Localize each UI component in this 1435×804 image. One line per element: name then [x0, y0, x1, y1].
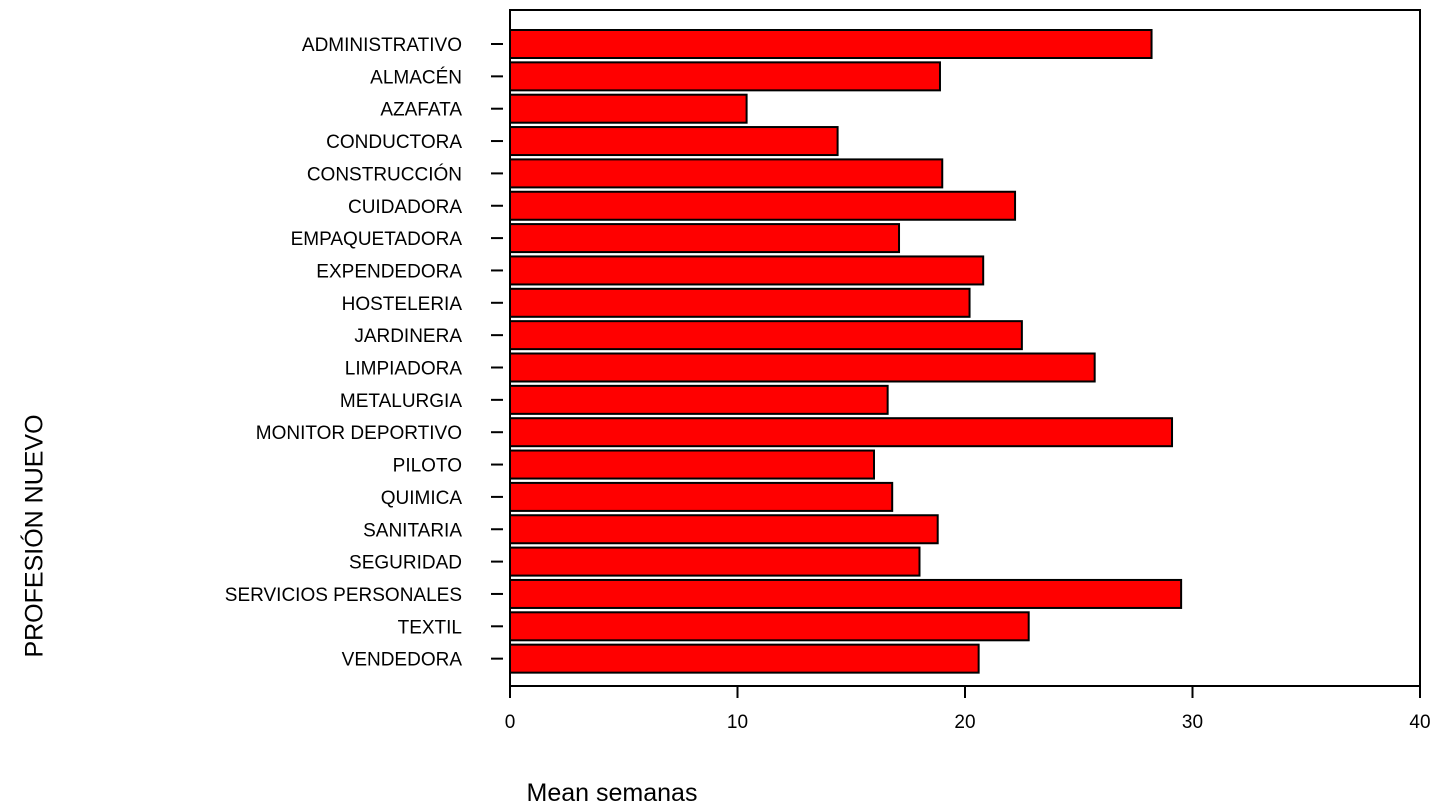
x-tick-label: 20 — [954, 712, 975, 733]
bar-3 — [509, 126, 839, 157]
category-ticks-group — [491, 43, 503, 660]
category-labels-group: ADMINISTRATIVO ALMACÉN AZAFATA CONDUCTORA CO… — [225, 35, 463, 671]
category-label: JARDINERA — [354, 326, 462, 347]
category-label: HOSTELERIA — [342, 294, 463, 315]
bar-4 — [509, 158, 944, 189]
bar-1 — [509, 61, 941, 92]
category-label: EMPAQUETADORA — [291, 229, 463, 250]
category-label: SEGURIDAD — [349, 553, 462, 574]
category-label: SANITARIA — [363, 520, 462, 541]
bar-12 — [509, 417, 1174, 448]
bar-8 — [509, 287, 971, 318]
x-tick-label: 40 — [1409, 712, 1430, 733]
category-label: MONITOR DEPORTIVO — [256, 423, 462, 444]
x-tick-label: 0 — [505, 712, 516, 733]
category-label: ALMACÉN — [370, 67, 462, 88]
bar-17 — [509, 578, 1183, 609]
bar-9 — [509, 320, 1023, 351]
category-label: LIMPIADORA — [345, 359, 463, 380]
bar-6 — [509, 223, 901, 254]
category-label: SERVICIOS PERSONALES — [225, 585, 462, 606]
bar-14 — [509, 481, 894, 512]
category-label: VENDEDORA — [342, 650, 463, 671]
category-label: CUIDADORA — [348, 197, 462, 218]
category-label: METALURGIA — [340, 391, 462, 412]
bars-group — [509, 29, 1183, 674]
bar-11 — [509, 384, 889, 415]
category-label: CONSTRUCCIÓN — [307, 163, 462, 185]
category-label: PILOTO — [393, 456, 462, 477]
bar-18 — [509, 611, 1030, 642]
bar-13 — [509, 449, 875, 480]
x-ticks-group — [509, 686, 1421, 698]
category-label: TEXTIL — [398, 617, 462, 638]
category-label: EXPENDEDORA — [316, 261, 462, 282]
x-tick-labels-group: 0 10 20 30 40 — [505, 712, 1431, 733]
category-label: ADMINISTRATIVO — [302, 35, 462, 56]
bar-5 — [509, 190, 1017, 221]
x-axis-title: Mean semanas — [527, 779, 698, 804]
plot-frame — [509, 9, 1421, 687]
bar-10 — [509, 352, 1096, 383]
bar-16 — [509, 546, 921, 577]
bar-7 — [509, 255, 985, 286]
x-tick-label: 30 — [1182, 712, 1203, 733]
category-label: CONDUCTORA — [326, 132, 462, 153]
category-label: QUIMICA — [381, 488, 463, 509]
category-label: AZAFATA — [380, 100, 462, 121]
bar-2 — [509, 93, 748, 124]
bar-0 — [509, 29, 1153, 59]
bar-15 — [509, 514, 939, 545]
bar-19 — [509, 643, 980, 674]
x-tick-label: 10 — [727, 712, 748, 733]
y-axis-title: PROFESIÓN NUEVO — [20, 414, 49, 657]
